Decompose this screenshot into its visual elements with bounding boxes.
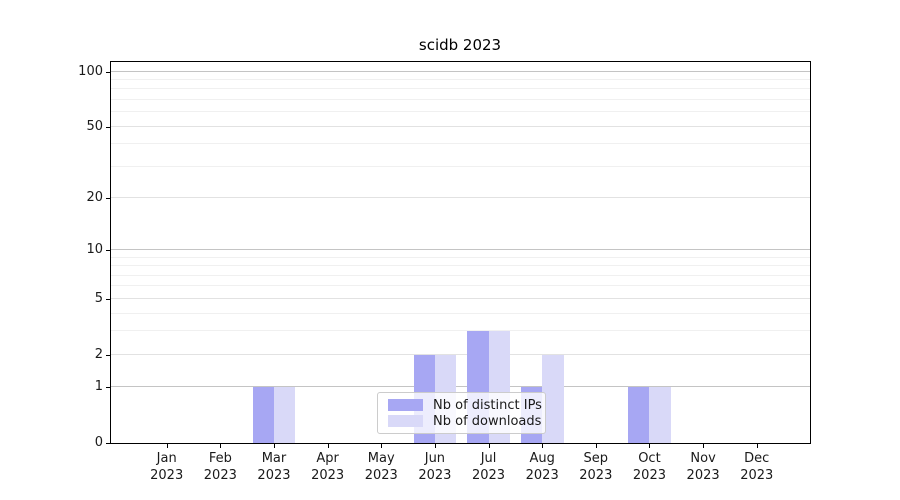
bar-distinct-ips <box>628 387 650 443</box>
x-tick-label: May 2023 <box>354 450 408 484</box>
x-tick-label-line: 2023 <box>579 468 613 483</box>
x-tick-mark <box>649 444 651 448</box>
minor-gridline <box>111 274 810 276</box>
minor-gridline <box>111 99 810 101</box>
major-gridline <box>111 386 810 388</box>
x-tick-mark <box>488 444 490 448</box>
bar-distinct-ips <box>252 387 274 443</box>
x-tick-label-line: 2023 <box>418 468 452 483</box>
x-tick-mark <box>166 444 168 448</box>
x-tick-mark <box>434 444 436 448</box>
minor-gridline <box>111 88 810 90</box>
x-tick-label-line: 2023 <box>471 468 506 483</box>
x-tick-label-line: May <box>367 451 395 466</box>
x-tick-mark <box>703 444 705 448</box>
x-tick-label-line: 2023 <box>686 468 720 483</box>
y-tick-mark <box>106 198 110 200</box>
legend-swatch <box>388 415 423 427</box>
legend: Nb of distinct IPs Nb of downloads <box>377 392 546 434</box>
x-tick-label-line: 2023 <box>632 468 666 483</box>
y-tick-label: 100 <box>78 63 103 79</box>
x-tick-label: Aug 2023 <box>515 450 569 484</box>
minor-gridline <box>111 111 810 113</box>
minor-gridline <box>111 79 810 81</box>
x-tick-label-line: 2023 <box>740 468 774 483</box>
x-tick-label-line: 2023 <box>257 468 291 483</box>
y-tick-label: 1 <box>94 379 103 395</box>
major-gridline <box>111 197 810 199</box>
x-tick-label-line: Jan <box>156 451 177 466</box>
x-tick-mark <box>381 444 383 448</box>
x-tick-mark <box>542 444 544 448</box>
plot-area <box>110 61 811 444</box>
minor-gridline <box>111 265 810 267</box>
bar-downloads <box>542 354 564 443</box>
x-tick-label-line: 2023 <box>150 468 184 483</box>
chart-title: scidb 2023 <box>418 36 502 54</box>
x-tick-label-line: Dec <box>744 451 770 466</box>
legend-swatch <box>388 399 423 411</box>
x-tick-label-line: Nov <box>690 451 716 466</box>
x-tick-mark <box>220 444 222 448</box>
x-tick-label-line: Sep <box>583 451 609 466</box>
x-tick-label-line: 2023 <box>311 468 345 483</box>
legend-item: Nb of distinct IPs <box>388 398 542 413</box>
x-tick-label-line: Aug <box>529 451 555 466</box>
y-tick-label: 20 <box>86 190 103 206</box>
y-tick-label: 5 <box>94 290 103 306</box>
x-tick-mark <box>327 444 329 448</box>
y-tick-mark <box>106 71 110 73</box>
x-tick-label-line: 2023 <box>203 468 237 483</box>
x-tick-label: Feb 2023 <box>193 450 247 484</box>
x-tick-label-line: Jul <box>480 451 497 466</box>
major-gridline <box>111 297 810 299</box>
x-tick-label-line: 2023 <box>364 468 398 483</box>
y-tick-label: 2 <box>94 346 103 362</box>
x-tick-label: Jun 2023 <box>408 450 462 484</box>
y-tick-label: 50 <box>86 118 103 134</box>
x-tick-mark <box>595 444 597 448</box>
x-tick-label: Jan 2023 <box>140 450 194 484</box>
x-tick-label: Sep 2023 <box>569 450 623 484</box>
x-tick-label: Mar 2023 <box>247 450 301 484</box>
x-tick-label-line: Oct <box>638 451 661 466</box>
minor-gridline <box>111 285 810 287</box>
minor-gridline <box>111 165 810 167</box>
major-gridline <box>111 249 810 251</box>
x-tick-label: Oct 2023 <box>622 450 676 484</box>
y-tick-mark <box>106 387 110 389</box>
bar-downloads <box>649 387 671 443</box>
major-gridline <box>111 70 810 72</box>
x-tick-label-line: Feb <box>208 451 232 466</box>
minor-gridline <box>111 330 810 332</box>
x-tick-label-line: 2023 <box>525 468 559 483</box>
y-tick-mark <box>106 126 110 128</box>
minor-gridline <box>111 143 810 145</box>
x-tick-label-line: Apr <box>316 451 339 466</box>
bar-downloads <box>273 387 296 443</box>
y-tick-label: 0 <box>94 435 103 450</box>
x-tick-label: Dec 2023 <box>730 450 784 484</box>
x-tick-label-line: Jun <box>424 451 446 466</box>
y-tick-mark <box>106 298 110 300</box>
x-tick-mark <box>273 444 275 448</box>
y-tick-mark <box>106 354 110 356</box>
y-tick-mark <box>106 443 110 444</box>
legend-label: Nb of distinct IPs <box>433 397 542 413</box>
legend-item: Nb of downloads <box>388 413 542 429</box>
minor-gridline <box>111 312 810 314</box>
x-tick-label: Nov 2023 <box>676 450 730 484</box>
x-tick-label: Apr 2023 <box>301 450 355 484</box>
major-gridline <box>111 353 810 355</box>
x-tick-label-line: Mar <box>261 451 287 466</box>
y-tick-label: 10 <box>86 242 103 258</box>
legend-label: Nb of downloads <box>433 413 542 429</box>
x-tick-label: Jul 2023 <box>462 450 516 484</box>
major-gridline <box>111 125 810 127</box>
y-tick-mark <box>106 250 110 252</box>
x-tick-mark <box>756 444 758 448</box>
minor-gridline <box>111 256 810 258</box>
